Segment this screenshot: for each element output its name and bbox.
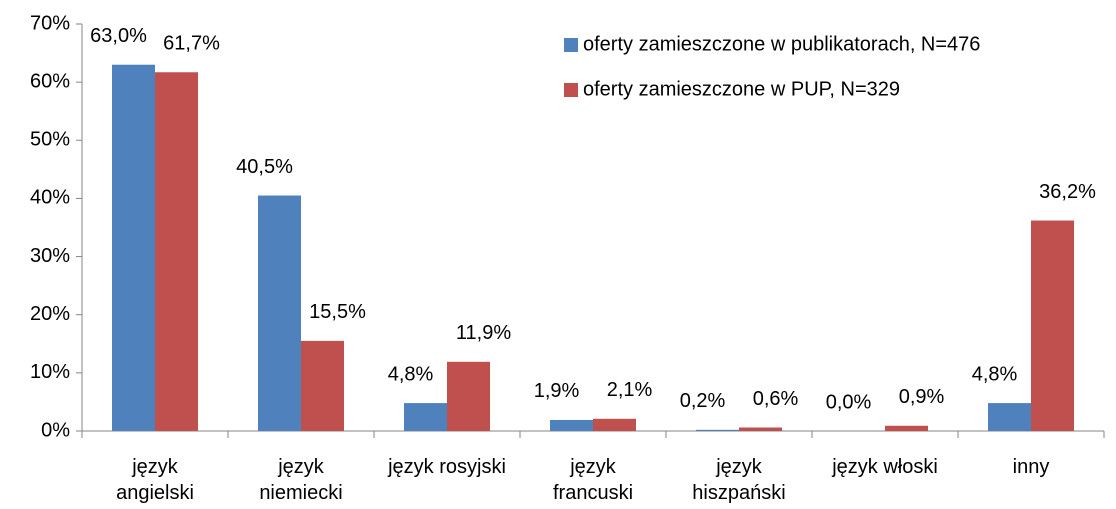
data-label: 0,9% <box>899 386 945 408</box>
bar <box>739 427 782 431</box>
data-label: 61,7% <box>163 33 220 55</box>
bar <box>447 361 490 431</box>
x-tick-label: język niemiecki <box>259 456 343 504</box>
x-tick-label: język angielski <box>116 456 194 504</box>
bar <box>155 72 198 431</box>
y-tick-label: 20% <box>30 303 70 325</box>
y-tick-label: 50% <box>30 129 70 151</box>
bar <box>593 418 636 431</box>
data-label: 11,9% <box>456 322 511 344</box>
data-label: 2,1% <box>607 379 653 401</box>
legend-swatch <box>564 38 578 52</box>
data-label: 4,8% <box>388 363 434 385</box>
bar <box>404 403 447 431</box>
data-label: 15,5% <box>309 301 366 323</box>
bar <box>1031 220 1074 431</box>
data-label: 63,0% <box>90 25 147 47</box>
data-label: 36,2% <box>1039 181 1096 203</box>
y-tick-label: 70% <box>30 12 70 34</box>
data-label: 40,5% <box>236 156 293 178</box>
y-tick-label: 30% <box>30 245 70 267</box>
legend-swatch <box>564 83 578 97</box>
y-tick-label: 60% <box>30 70 70 92</box>
y-tick-label: 40% <box>30 187 70 209</box>
legend-label: oferty zamieszczone w publikatorach, N=4… <box>583 33 980 55</box>
bar <box>988 403 1031 431</box>
x-tick-label: język hiszpański <box>692 456 786 504</box>
bar <box>696 429 739 431</box>
bar <box>885 425 928 431</box>
data-label: 1,9% <box>534 380 580 402</box>
data-label: 0,0% <box>826 391 872 413</box>
x-tick-label: język rosyjski <box>388 456 506 478</box>
y-tick-label: 0% <box>41 419 70 441</box>
data-label: 0,2% <box>680 390 726 412</box>
data-label: 4,8% <box>972 363 1018 385</box>
bar <box>550 419 593 431</box>
x-tick-label: inny <box>1012 456 1050 478</box>
bar <box>301 340 344 431</box>
data-label: 0,6% <box>753 388 799 410</box>
legend-label: oferty zamieszczone w PUP, N=329 <box>583 78 900 100</box>
bar <box>112 64 155 431</box>
x-tick-label: język włoski <box>832 456 938 478</box>
bar <box>258 195 301 431</box>
y-tick-label: 10% <box>30 361 70 383</box>
x-tick-label: język francuski <box>552 456 634 504</box>
